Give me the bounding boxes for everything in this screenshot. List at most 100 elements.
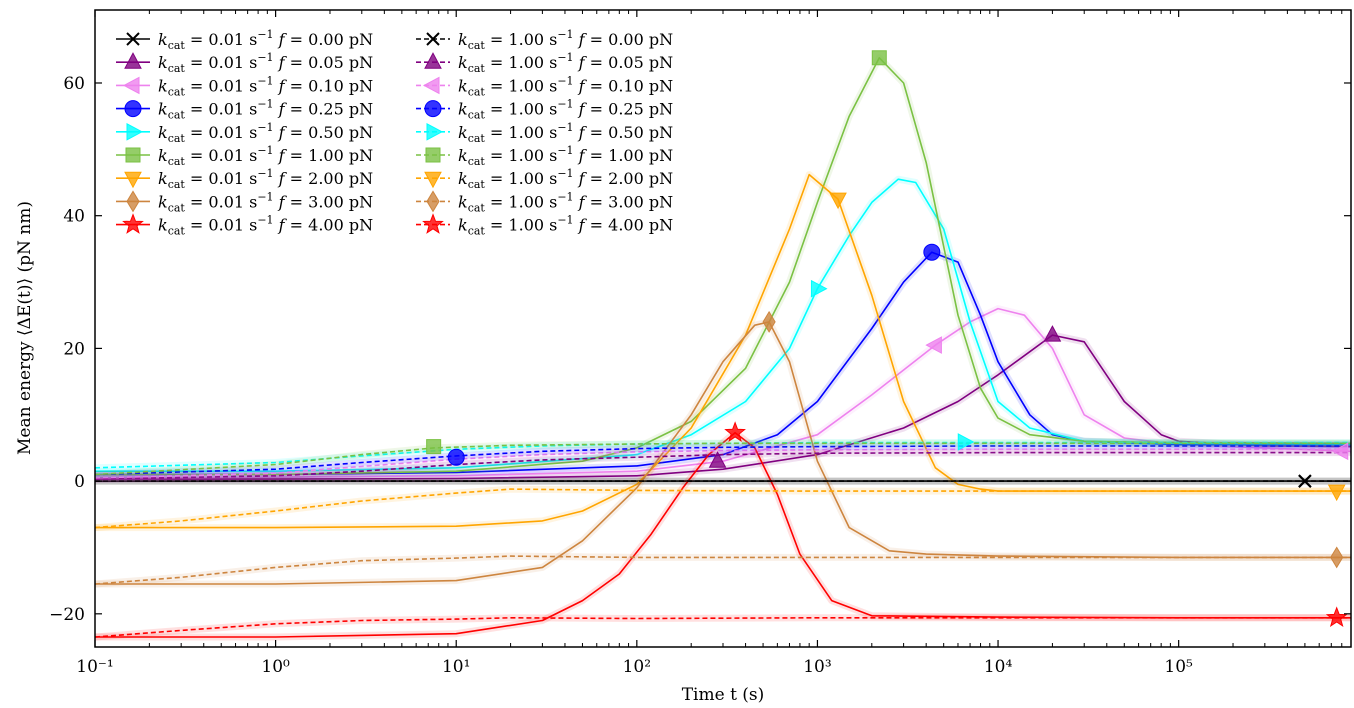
y-tick-label: 40 <box>63 207 85 227</box>
series-marker-kcat001-f400 <box>724 421 746 442</box>
x-axis-label: Time t (s) <box>682 685 765 705</box>
legend-swatch-marker <box>126 122 144 141</box>
legend-swatch-marker <box>122 76 140 95</box>
series-line-kcat100-f100 <box>95 442 1351 476</box>
series-line-kcat100-f300 <box>95 555 1351 585</box>
series-marker-kcat100-f050 <box>957 433 975 451</box>
legend-swatch-marker <box>425 147 441 163</box>
legend-label: kcat = 1.00 s−1 f = 4.00 pN <box>458 214 673 238</box>
series-line-kcat001-f300 <box>95 321 1351 585</box>
legend-label: kcat = 0.01 s−1 f = 0.05 pN <box>158 51 373 75</box>
legend-label: kcat = 1.00 s−1 f = 0.05 pN <box>458 51 673 75</box>
legend-label: kcat = 0.01 s−1 f = 0.00 pN <box>158 28 373 52</box>
y-axis: −20 0 20 40 60 <box>49 74 1351 625</box>
legend-item-kcat100-f300: kcat = 1.00 s−1 f = 3.00 pN <box>416 190 673 214</box>
legend-label: kcat = 1.00 s−1 f = 0.10 pN <box>458 74 673 98</box>
series-band-kcat100-f300 <box>95 552 1351 588</box>
series-marker-kcat001-f050 <box>810 279 828 298</box>
x-tick-label: 10⁵ <box>1164 657 1193 677</box>
legend-item-kcat100-f200: kcat = 1.00 s−1 f = 2.00 pN <box>416 167 673 191</box>
x-tick-label: 10¹ <box>442 657 470 677</box>
y-tick-label: 20 <box>63 339 85 359</box>
legend-label: kcat = 0.01 s−1 f = 0.25 pN <box>158 98 373 122</box>
x-tick-label: 10⁰ <box>261 657 290 677</box>
legend-swatch-marker <box>426 190 440 213</box>
legend-swatch-marker <box>122 213 144 234</box>
legend-item-kcat100-f000: kcat = 1.00 s−1 f = 0.00 pN <box>416 28 673 52</box>
series-marker-kcat100-f100 <box>426 439 442 455</box>
series-layer <box>95 54 1351 641</box>
series-marker-kcat001-f100 <box>871 50 887 66</box>
legend-label: kcat = 1.00 s−1 f = 0.50 pN <box>458 121 673 145</box>
series-line-kcat100-f025 <box>95 445 1351 476</box>
series-marker-kcat001-f300 <box>762 310 776 333</box>
series-line-kcat001-f025 <box>95 251 1351 476</box>
legend-item-kcat100-f005: kcat = 1.00 s−1 f = 0.05 pN <box>416 51 673 75</box>
series-line-kcat100-f400 <box>95 616 1351 638</box>
series-line-kcat100-f005 <box>95 451 1351 480</box>
legend-label: kcat = 1.00 s−1 f = 2.00 pN <box>458 167 673 191</box>
legend-swatch-marker <box>125 147 141 163</box>
legend-label: kcat = 1.00 s−1 f = 1.00 pN <box>458 144 673 168</box>
series-marker-kcat100-f300 <box>1330 546 1344 569</box>
legend-item-kcat100-f050: kcat = 1.00 s−1 f = 0.50 pN <box>416 121 673 145</box>
legend-swatch-marker <box>124 171 142 189</box>
series-line-kcat001-f200 <box>95 173 1351 529</box>
y-tick-label: −20 <box>49 605 85 625</box>
x-tick-label: 10² <box>623 657 651 677</box>
legend-item-kcat001-f010: kcat = 0.01 s−1 f = 0.10 pN <box>116 74 373 98</box>
legend-label: kcat = 0.01 s−1 f = 0.10 pN <box>158 74 373 98</box>
marker-layer <box>426 50 1349 628</box>
y-axis-label: Mean energy ⟨ΔE(t)⟩ (pN nm) <box>15 201 35 455</box>
series-marker-kcat001-f025 <box>923 243 941 261</box>
legend-item-kcat100-f025: kcat = 1.00 s−1 f = 0.25 pN <box>416 98 673 122</box>
x-tick-label: 10³ <box>803 657 831 677</box>
series-marker-kcat100-f025 <box>447 448 465 466</box>
x-axis: 10⁻¹ 10⁰ 10¹ 10² 10³ 10⁴ 10⁵ <box>76 10 1352 677</box>
legend-item-kcat100-f010: kcat = 1.00 s−1 f = 0.10 pN <box>416 74 673 98</box>
legend-label: kcat = 1.00 s−1 f = 0.00 pN <box>458 28 673 52</box>
series-line-kcat001-f010 <box>95 307 1351 479</box>
legend-label: kcat = 1.00 s−1 f = 0.25 pN <box>458 98 673 122</box>
series-band-kcat100-f200 <box>95 485 1351 532</box>
legend-swatch-marker <box>426 32 440 46</box>
legend-label: kcat = 0.01 s−1 f = 2.00 pN <box>158 167 373 191</box>
legend-swatch-marker <box>124 52 142 69</box>
series-marker-kcat100-f010 <box>1331 442 1349 461</box>
legend-item-kcat001-f005: kcat = 0.01 s−1 f = 0.05 pN <box>116 51 373 75</box>
legend-item-kcat001-f050: kcat = 0.01 s−1 f = 0.50 pN <box>116 121 373 145</box>
series-marker-kcat001-f200 <box>829 192 847 210</box>
legend-label: kcat = 0.01 s−1 f = 3.00 pN <box>158 190 373 214</box>
series-marker-kcat100-f400 <box>1325 606 1348 628</box>
legend-item-kcat100-f400: kcat = 1.00 s−1 f = 4.00 pN <box>416 213 673 238</box>
series-line-kcat100-f010 <box>95 448 1351 479</box>
legend-label: kcat = 0.01 s−1 f = 1.00 pN <box>158 144 373 168</box>
y-tick-label: 0 <box>74 472 85 492</box>
series-marker-kcat001-f010 <box>925 336 942 354</box>
legend-label: kcat = 0.01 s−1 f = 0.50 pN <box>158 121 373 145</box>
legend-swatch-marker <box>424 100 442 118</box>
legend-item-kcat001-f000: kcat = 0.01 s−1 f = 0.00 pN <box>116 28 373 52</box>
series-line-kcat100-f200 <box>95 488 1351 529</box>
legend-item-kcat001-f200: kcat = 0.01 s−1 f = 2.00 pN <box>116 167 373 191</box>
legend-item-kcat001-f100: kcat = 0.01 s−1 f = 1.00 pN <box>116 144 373 168</box>
legend-swatch-marker <box>424 171 442 189</box>
series-line-kcat001-f005 <box>95 334 1351 480</box>
series-marker-kcat100-f005 <box>708 451 727 468</box>
series-line-kcat001-f050 <box>95 178 1351 473</box>
legend-item-kcat001-f300: kcat = 0.01 s−1 f = 3.00 pN <box>116 190 373 214</box>
legend-item-kcat100-f100: kcat = 1.00 s−1 f = 1.00 pN <box>416 144 673 168</box>
legend-swatch-marker <box>422 213 444 234</box>
x-tick-label: 10⁴ <box>984 657 1013 677</box>
legend-item-kcat001-f400: kcat = 0.01 s−1 f = 4.00 pN <box>116 213 373 238</box>
legend-swatch-marker <box>124 100 142 118</box>
y-tick-label: 60 <box>63 74 85 94</box>
legend-swatch-marker <box>422 76 440 95</box>
series-marker-kcat001-f005 <box>1043 325 1062 342</box>
x-tick-label: 10⁻¹ <box>76 657 113 677</box>
series-marker-kcat100-f000 <box>1298 474 1312 488</box>
legend-swatch-marker <box>424 52 442 69</box>
legend-label: kcat = 1.00 s−1 f = 3.00 pN <box>458 190 673 214</box>
